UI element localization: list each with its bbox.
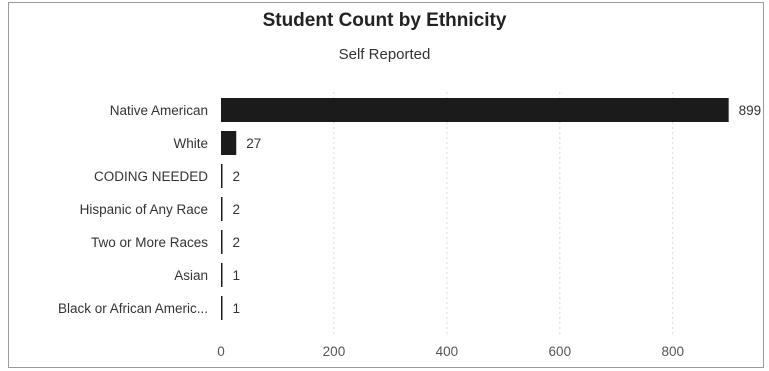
category-label: Two or More Races xyxy=(91,235,208,250)
bar[interactable] xyxy=(221,263,223,287)
value-label: 1 xyxy=(233,268,241,283)
bar[interactable] xyxy=(221,131,237,155)
chart-subtitle: Self Reported xyxy=(338,46,431,63)
value-label: 2 xyxy=(233,169,241,184)
x-tick-label: 400 xyxy=(436,344,459,359)
value-label: 2 xyxy=(233,202,241,217)
gridlines xyxy=(333,92,674,334)
category-label: Black or African Americ... xyxy=(58,301,208,316)
category-labels: Native American White CODING NEEDED Hispani… xyxy=(58,103,208,316)
chart-title: Student Count by Ethnicity xyxy=(262,10,507,31)
category-label: White xyxy=(173,136,208,151)
bar[interactable] xyxy=(221,230,223,254)
category-label: Hispanic of Any Race xyxy=(80,202,208,217)
bar[interactable] xyxy=(221,296,223,320)
x-axis-ticks: 0 200 400 600 800 xyxy=(217,344,684,359)
x-tick-label: 600 xyxy=(549,344,572,359)
value-labels: 899 27 2 2 2 1 1 xyxy=(233,103,762,316)
bars xyxy=(221,98,729,320)
category-label: Asian xyxy=(174,268,208,283)
chart-frame xyxy=(8,2,764,368)
value-label: 2 xyxy=(233,235,241,250)
bar[interactable] xyxy=(221,197,223,221)
category-label: Native American xyxy=(110,103,208,118)
value-label: 1 xyxy=(233,301,241,316)
bar[interactable] xyxy=(221,98,729,122)
x-tick-label: 800 xyxy=(661,344,684,359)
value-label: 27 xyxy=(246,136,261,151)
value-label: 899 xyxy=(739,103,762,118)
x-tick-label: 0 xyxy=(217,344,225,359)
x-tick-label: 200 xyxy=(323,344,346,359)
bar[interactable] xyxy=(221,164,223,188)
category-label: CODING NEEDED xyxy=(94,169,208,184)
